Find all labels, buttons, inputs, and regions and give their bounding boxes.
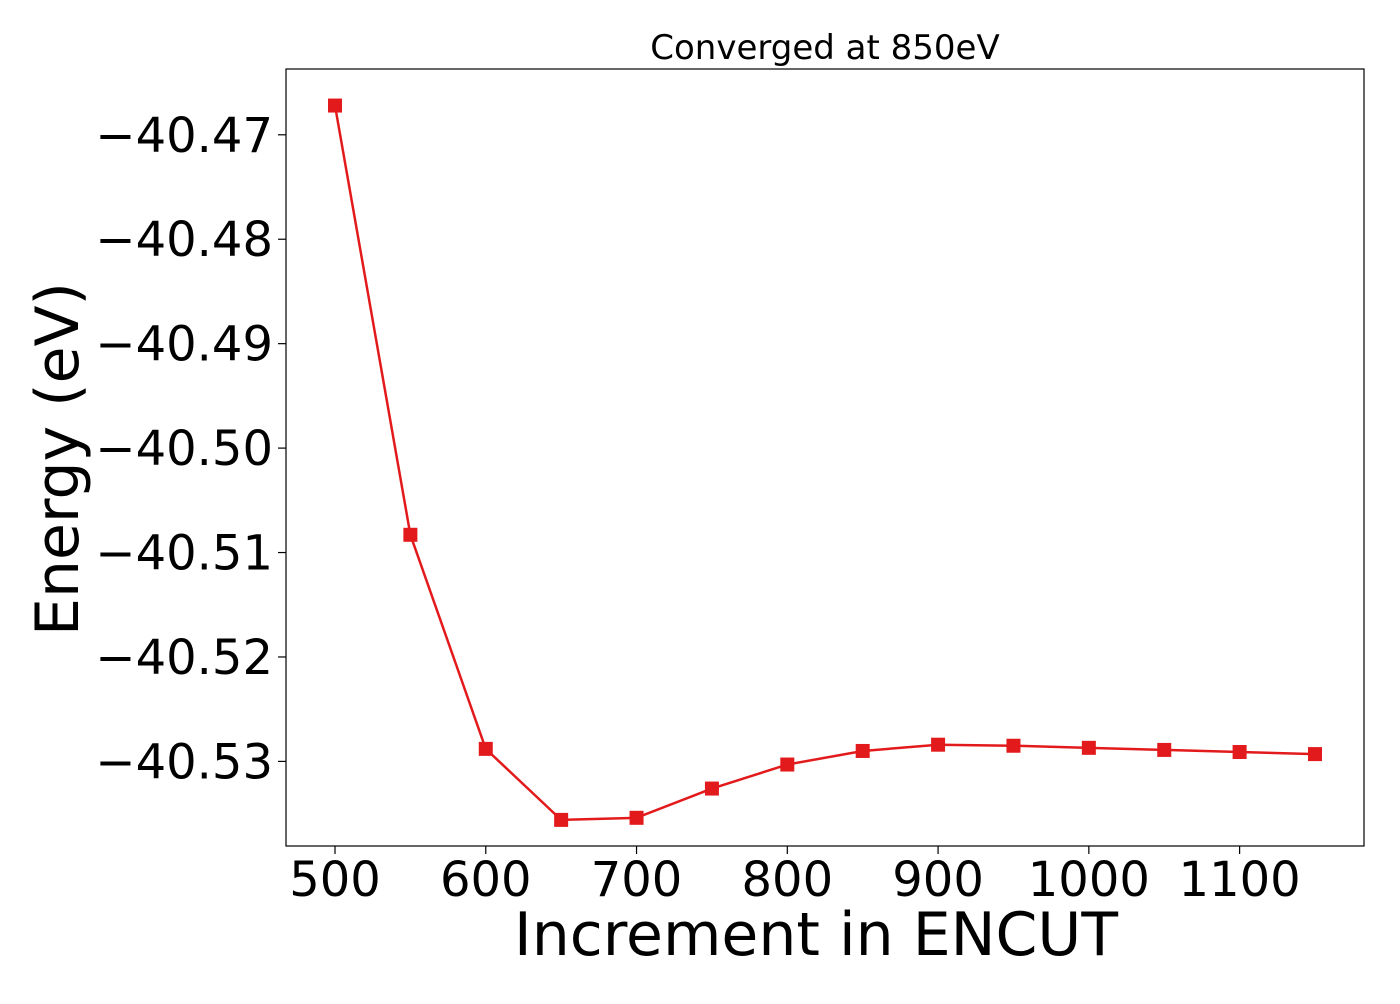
data-point-marker	[403, 527, 418, 542]
data-point-marker	[1157, 742, 1172, 757]
series-layer	[328, 98, 1322, 827]
data-point-marker	[1308, 747, 1322, 762]
data-point-marker	[1006, 738, 1021, 753]
series-line	[333, 105, 1316, 822]
data-point-marker	[855, 743, 870, 758]
y-tick-label: −40.52	[95, 630, 273, 686]
data-point-marker	[328, 98, 342, 113]
data-point-marker	[554, 812, 569, 827]
x-tick-label: 1100	[1179, 852, 1301, 908]
y-axis-label: Energy (eV)	[23, 282, 93, 636]
data-point-marker	[704, 781, 719, 796]
y-tick-label: −40.47	[95, 108, 273, 164]
data-point-marker	[1232, 745, 1247, 760]
data-point-marker	[629, 810, 644, 825]
plot-frame	[285, 68, 1365, 847]
x-tick-label: 700	[591, 852, 683, 908]
y-tick-label: −40.53	[95, 734, 273, 790]
x-tick-label: 800	[741, 852, 833, 908]
y-tick-label: −40.48	[95, 212, 273, 268]
data-point-marker	[1081, 740, 1096, 755]
data-point-marker	[780, 757, 795, 772]
y-tick-label: −40.49	[95, 317, 273, 373]
x-tick-label: 500	[289, 852, 381, 908]
data-point-marker	[478, 741, 493, 756]
x-axis-label: Increment in ENCUT	[514, 900, 1118, 970]
x-tick-label: 600	[440, 852, 532, 908]
y-tick-label: −40.50	[95, 421, 273, 477]
axes: 500 600 700 800 900 1000 1100 −40.47 −40.48 −40.4…	[95, 68, 1365, 908]
y-tick-label: −40.51	[95, 526, 273, 582]
x-tick-label: 1000	[1028, 852, 1150, 908]
data-point-marker	[931, 737, 946, 752]
x-tick-label: 900	[892, 852, 984, 908]
chart-title: Converged at 850eV	[650, 28, 999, 68]
